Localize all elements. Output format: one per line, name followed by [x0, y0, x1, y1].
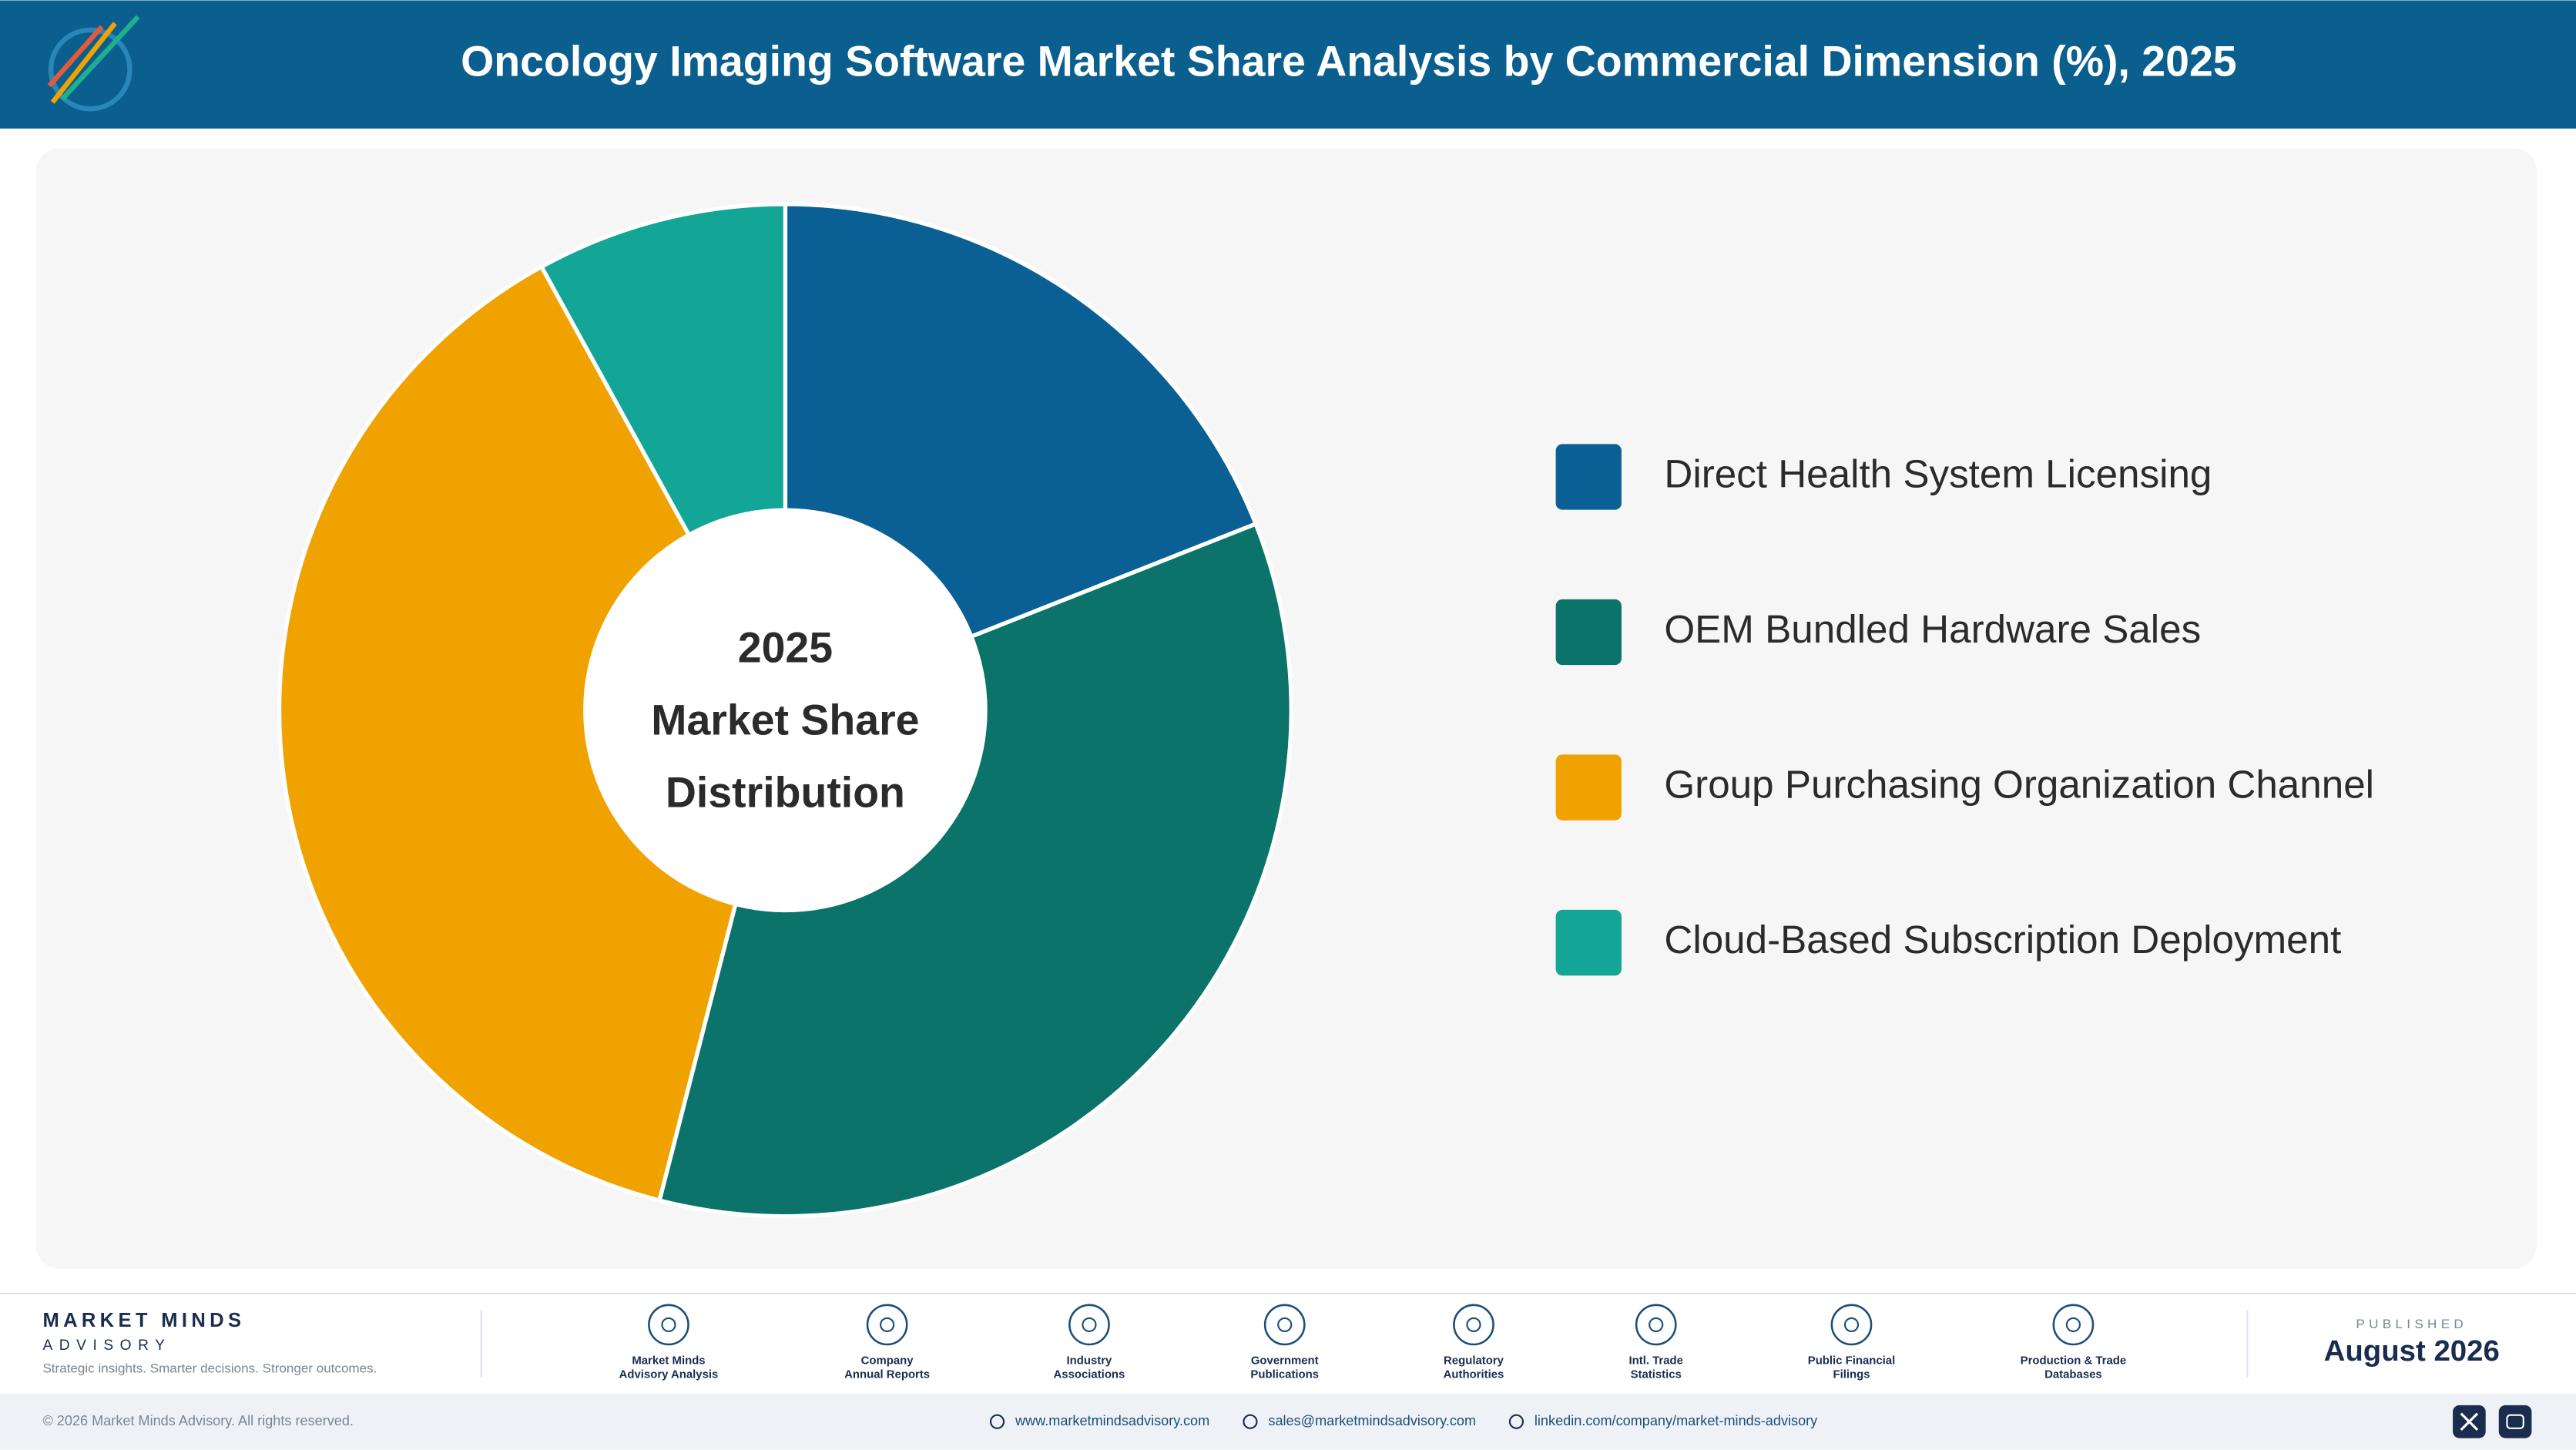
source-icon-dot	[2065, 1317, 2081, 1333]
source-icon-dot	[1277, 1317, 1293, 1333]
legend-label: Direct Health System Licensing	[1664, 451, 2212, 495]
source-label: Databases	[2044, 1368, 2102, 1381]
source-icon-dot	[1466, 1317, 1481, 1333]
source-label: Statistics	[1631, 1368, 1682, 1381]
brand-sub: ADVISORY	[42, 1338, 171, 1354]
legend-swatch	[1555, 599, 1622, 666]
source-icon-dot	[1649, 1317, 1664, 1333]
link-icon	[1508, 1414, 1524, 1429]
source-label: Regulatory	[1444, 1354, 1504, 1367]
legend-label: OEM Bundled Hardware Sales	[1664, 607, 2201, 651]
source-icon-dot	[1843, 1317, 1860, 1333]
link-icon	[1243, 1414, 1258, 1429]
link-icon	[989, 1414, 1005, 1429]
center-label: Market Share	[651, 696, 919, 744]
center-label: 2025	[738, 624, 833, 672]
published-date: August 2026	[2324, 1334, 2500, 1368]
source-label: Industry	[1067, 1354, 1113, 1367]
source-icon-dot	[1082, 1317, 1097, 1333]
header-bar	[0, 0, 2576, 129]
center-label: Distribution	[666, 768, 905, 816]
source-label: Associations	[1054, 1368, 1125, 1381]
source-icon	[866, 1304, 908, 1346]
source-icon	[2052, 1304, 2095, 1346]
logo	[47, 15, 140, 112]
footer-link[interactable]: www.marketmindsadvisory.com	[1015, 1413, 1209, 1428]
tagline: Strategic insights. Smarter decisions. S…	[42, 1361, 377, 1376]
source-label: Company	[861, 1354, 914, 1367]
youtube-icon	[2506, 1414, 2524, 1429]
legend-label: Cloud-Based Subscription Deployment	[1664, 918, 2341, 962]
legend-label: Group Purchasing Organization Channel	[1664, 763, 2374, 807]
copyright: © 2026 Market Minds Advisory. All rights…	[42, 1413, 354, 1428]
source-icon	[648, 1304, 689, 1346]
source-icon-dot	[661, 1317, 676, 1333]
source-label: Authorities	[1444, 1368, 1504, 1381]
donut-hole	[583, 508, 988, 913]
source-icon	[1453, 1304, 1494, 1346]
bottom-bar	[0, 1393, 2576, 1450]
legend-swatch	[1555, 909, 1622, 976]
published-label: PUBLISHED	[2356, 1317, 2467, 1331]
source-label: Filings	[1833, 1368, 1870, 1381]
slice	[656, 521, 1293, 1219]
legend-swatch	[1555, 444, 1622, 510]
source-icon	[1068, 1304, 1110, 1346]
slice	[277, 263, 788, 1203]
source-label: Public Financial	[1808, 1354, 1895, 1367]
source-icon	[1635, 1304, 1677, 1346]
source-label: Publications	[1250, 1368, 1319, 1381]
source-icon	[1263, 1304, 1306, 1346]
source-label: Production & Trade	[2021, 1354, 2126, 1367]
source-icon	[1830, 1304, 1873, 1346]
source-label: Market Minds	[632, 1354, 705, 1367]
source-label: Annual Reports	[844, 1368, 930, 1381]
source-label: Advisory Analysis	[619, 1368, 719, 1381]
x-icon	[2460, 1412, 2479, 1432]
footer-link[interactable]: sales@marketmindsadvisory.com	[1268, 1413, 1476, 1428]
source-label: Intl. Trade	[1629, 1354, 1683, 1367]
footer-link[interactable]: linkedin.com/company/market-minds-adviso…	[1535, 1413, 1818, 1428]
brand: MARKET MINDS	[42, 1310, 245, 1331]
legend-swatch	[1555, 754, 1622, 821]
source-label: Government	[1251, 1354, 1319, 1367]
youtube-button[interactable]	[2498, 1405, 2532, 1438]
source-icon-dot	[880, 1317, 895, 1333]
chart-title: Oncology Imaging Software Market Share A…	[461, 37, 2236, 85]
